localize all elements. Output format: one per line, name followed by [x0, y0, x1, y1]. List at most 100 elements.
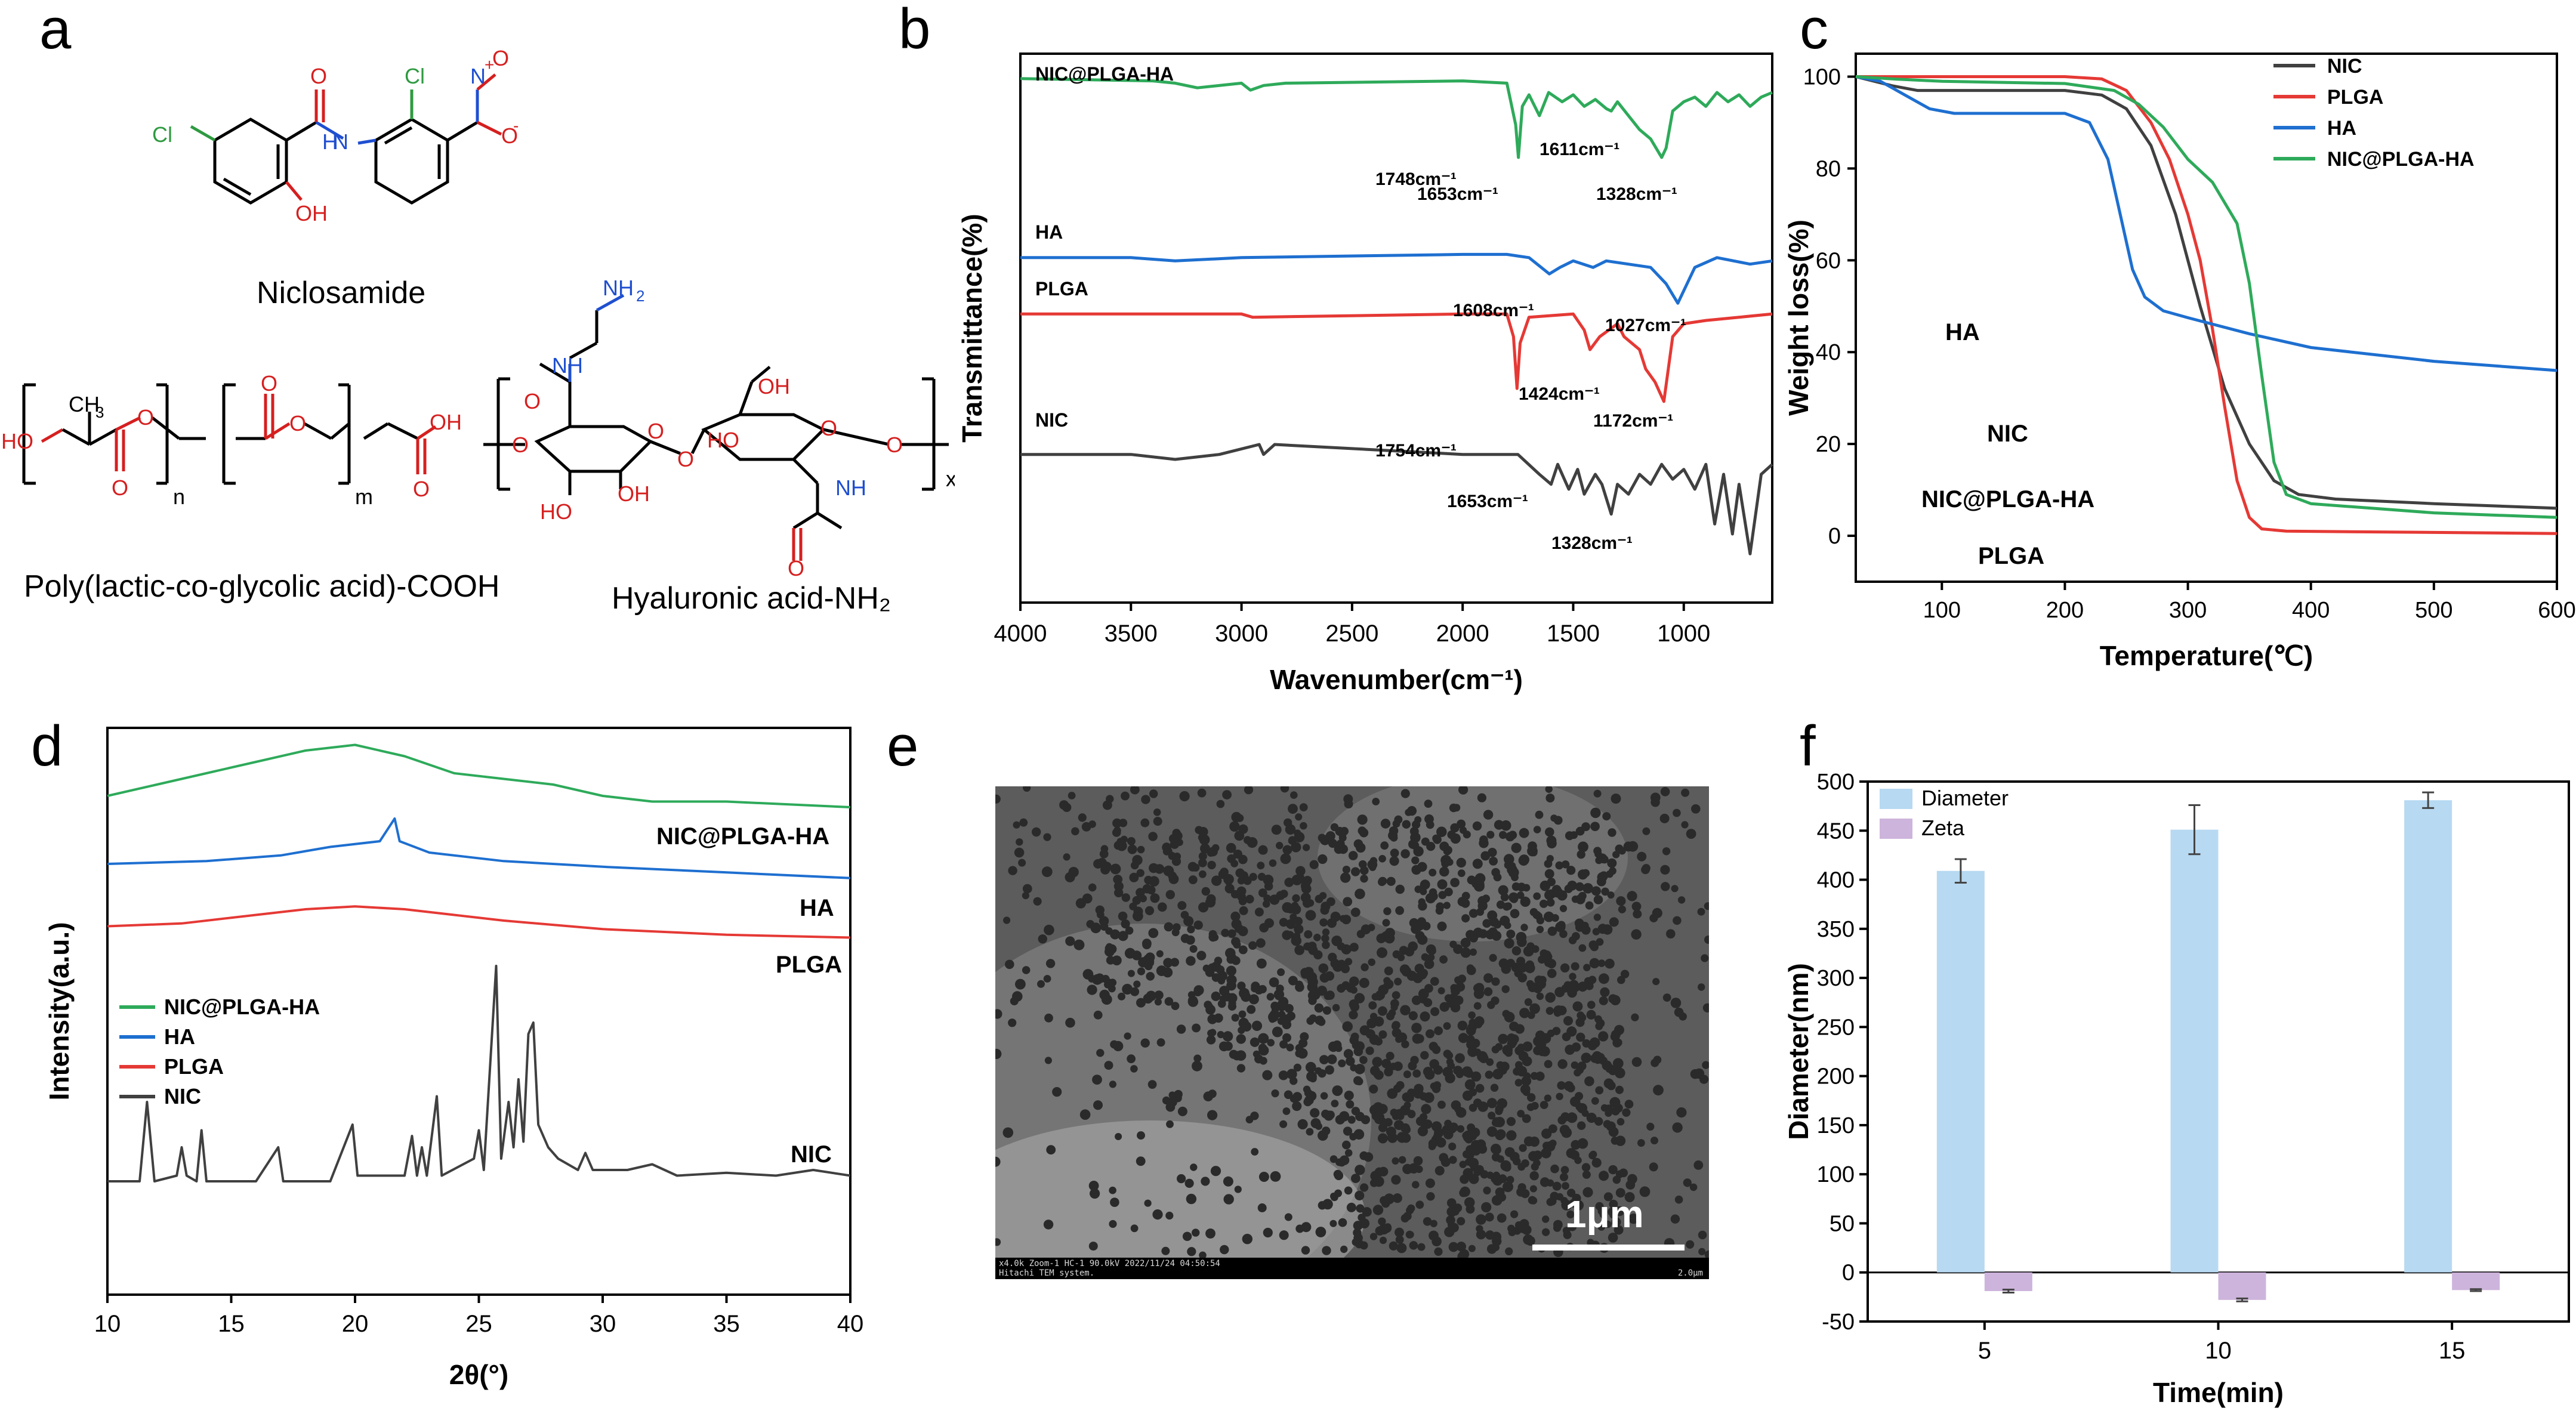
tem-particle — [1408, 1061, 1417, 1070]
tem-particle — [1698, 1248, 1706, 1255]
tem-particle — [1322, 941, 1330, 949]
tem-particle — [1355, 1190, 1365, 1200]
tem-particle — [1022, 966, 1031, 974]
tem-particle — [1361, 963, 1369, 971]
tem-particle — [1399, 964, 1410, 975]
tem-particle — [1429, 1230, 1439, 1241]
tem-particle — [1491, 996, 1500, 1005]
tem-particle — [1533, 1150, 1542, 1160]
tem-particle — [1615, 1085, 1624, 1094]
curve-label: NIC — [791, 1141, 832, 1168]
tem-particle — [1423, 1067, 1433, 1077]
tem-particle — [1226, 965, 1236, 976]
tem-particle — [1263, 894, 1272, 903]
tem-particle — [1458, 786, 1469, 795]
tem-particle — [1340, 1245, 1348, 1253]
tem-particle — [1211, 933, 1219, 941]
series-label: HA — [1035, 221, 1063, 243]
tem-particle — [1550, 814, 1558, 822]
tem-particle — [1329, 1155, 1338, 1163]
tem-particle — [1602, 1060, 1612, 1071]
tem-particle — [1211, 991, 1221, 1001]
x-tick-label: 25 — [465, 1311, 492, 1337]
tem-particle — [1233, 850, 1242, 859]
legend-label: NIC@PLGA-HA — [164, 995, 320, 1019]
tem-particle — [1495, 1043, 1503, 1051]
tem-particle — [1164, 997, 1174, 1006]
tem-particle — [1008, 866, 1017, 875]
tem-particle — [1437, 987, 1445, 995]
tem-particle — [1400, 1214, 1409, 1222]
tem-particle — [1380, 841, 1389, 850]
tem-particle — [1148, 928, 1159, 938]
tem-particle — [1673, 808, 1681, 817]
tem-particle — [1494, 1116, 1505, 1128]
tem-particle — [1144, 1199, 1152, 1207]
tem-particle — [1318, 833, 1326, 842]
atom-ho-ha-2: HO — [707, 428, 739, 452]
tem-particle — [1222, 790, 1232, 799]
tem-particle — [1612, 1175, 1621, 1184]
tem-particle — [1482, 919, 1491, 928]
x-tick-label: 500 — [2415, 598, 2452, 623]
tem-particle — [1614, 1038, 1622, 1046]
tem-particle — [1276, 842, 1284, 850]
tem-particle — [1426, 944, 1436, 955]
tem-particle — [1451, 986, 1461, 996]
tem-particle — [1440, 1157, 1451, 1167]
tem-particle — [1104, 1061, 1113, 1070]
tem-particle — [1140, 1038, 1150, 1048]
tem-particle — [1106, 956, 1115, 965]
tem-particle — [1206, 1035, 1216, 1045]
tem-particle — [1386, 1126, 1396, 1137]
tem-particle — [1352, 1238, 1360, 1246]
tem-particle — [1607, 858, 1617, 868]
tem-particle — [1206, 1003, 1214, 1011]
tem-particle — [1493, 920, 1502, 929]
tem-particle — [1389, 826, 1399, 836]
tem-particle — [1576, 1032, 1585, 1042]
x-tick-label: 600 — [2538, 598, 2575, 623]
tem-particle — [1424, 814, 1434, 824]
tem-particle — [1400, 849, 1410, 859]
tem-particle — [1531, 1101, 1539, 1110]
series-line-nic — [1020, 443, 1773, 555]
tem-particle — [1704, 935, 1709, 944]
tem-particle — [1127, 844, 1137, 854]
tem-particle — [1242, 1234, 1252, 1245]
curve-label: NIC — [1987, 421, 2028, 447]
tem-particle — [1545, 786, 1553, 793]
tem-particle — [1481, 1202, 1492, 1213]
tem-particle — [1616, 896, 1626, 906]
tem-particle — [1292, 1101, 1302, 1111]
tem-particle — [1267, 1039, 1275, 1046]
tem-particle — [1464, 1197, 1475, 1208]
tem-particle — [1549, 1140, 1557, 1147]
tem-particle — [1571, 962, 1579, 971]
tem-particle — [1540, 899, 1548, 908]
tem-particle — [1187, 925, 1195, 934]
series-line-plga — [107, 905, 851, 939]
tem-particle — [1162, 847, 1171, 856]
tem-particle — [1583, 964, 1591, 971]
tem-particle — [1095, 905, 1105, 915]
peak-annotation: 1611cm⁻¹ — [1540, 140, 1619, 159]
tem-particle — [1628, 1214, 1639, 1224]
tem-particle — [1627, 841, 1639, 852]
tem-particle — [1171, 928, 1180, 937]
tem-particle — [1170, 958, 1179, 967]
tem-particle — [1190, 1163, 1198, 1171]
tem-particle — [1660, 864, 1670, 875]
tem-particle — [1409, 1241, 1418, 1250]
tem-particle — [1483, 973, 1494, 983]
tem-particle — [1476, 1230, 1486, 1240]
tem-particle — [1236, 1064, 1245, 1073]
atom-oh-1: OH — [295, 201, 328, 226]
tem-particle — [1150, 893, 1160, 903]
tem-particle — [1347, 1116, 1356, 1124]
tem-particle — [1306, 1017, 1315, 1025]
tem-particle — [1557, 1059, 1568, 1069]
tem-particle — [1145, 957, 1155, 967]
tem-particle — [1477, 793, 1486, 802]
tem-particle — [1582, 1170, 1591, 1179]
